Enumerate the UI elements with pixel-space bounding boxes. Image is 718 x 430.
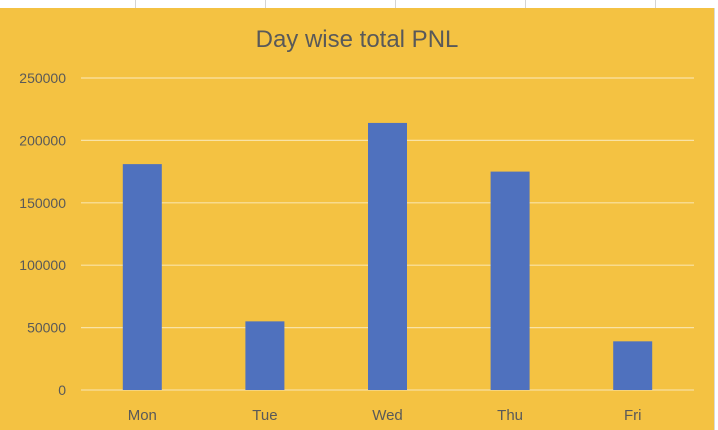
column-gridline	[265, 0, 266, 8]
x-tick-label: Wed	[372, 407, 403, 424]
column-gridline	[135, 0, 136, 8]
sheet-grid-strip	[0, 0, 718, 8]
chart-title: Day wise total PNL	[255, 26, 459, 53]
y-tick-label: 250000	[19, 70, 66, 86]
y-tick-label: 200000	[19, 132, 66, 148]
column-gridline	[395, 0, 396, 8]
y-tick-label: 0	[58, 382, 66, 398]
column-gridline	[655, 0, 656, 8]
x-tick-label: Tue	[252, 407, 277, 424]
x-tick-label: Thu	[497, 407, 523, 424]
bar-tue[interactable]	[245, 321, 285, 390]
chart-area[interactable]: Day wise total PNL 0 50000 100000 150000 200…	[0, 8, 715, 430]
bar-mon[interactable]	[122, 164, 162, 390]
column-gridline	[525, 0, 526, 8]
bar-thu[interactable]	[490, 171, 530, 390]
y-tick-label: 50000	[27, 320, 66, 336]
x-tick-label: Fri	[624, 407, 642, 424]
y-tick-label: 150000	[19, 195, 66, 211]
bar-fri[interactable]	[613, 341, 653, 390]
plot-area: 0 50000 100000 150000 200000 250000 Mon Tue Wed T…	[19, 70, 694, 424]
y-tick-label: 100000	[19, 257, 66, 273]
bar-wed[interactable]	[368, 122, 407, 390]
x-tick-label: Mon	[128, 407, 157, 424]
